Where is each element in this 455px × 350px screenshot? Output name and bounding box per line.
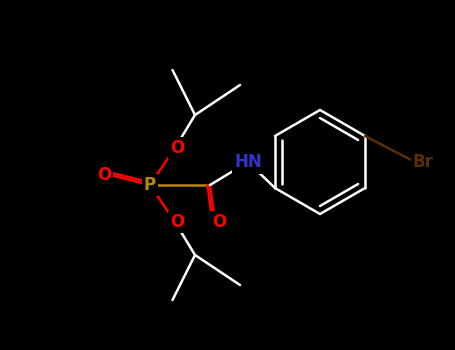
Text: P: P xyxy=(144,176,156,194)
Text: O: O xyxy=(212,213,226,231)
Text: O: O xyxy=(97,166,111,184)
Text: O: O xyxy=(170,139,184,157)
Text: O: O xyxy=(170,213,184,231)
Text: Br: Br xyxy=(413,153,434,171)
Text: HN: HN xyxy=(234,153,262,171)
